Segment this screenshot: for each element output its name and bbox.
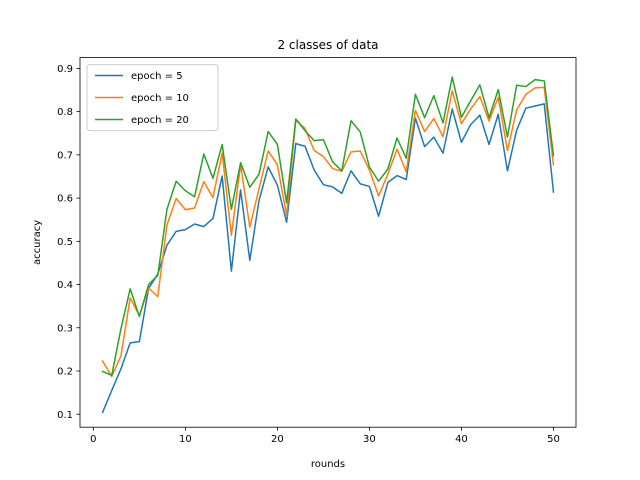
chart-title: 2 classes of data bbox=[277, 38, 378, 52]
legend: epoch = 5 epoch = 10 epoch = 20 bbox=[86, 64, 219, 132]
series-line-2 bbox=[101, 86, 555, 378]
x-axis-label: rounds bbox=[311, 459, 345, 470]
series-line-1 bbox=[101, 103, 555, 414]
y-tick-label: 0.1 bbox=[57, 410, 73, 421]
x-axis-ticks: 0 10 20 30 40 50 bbox=[90, 427, 560, 445]
legend-box bbox=[86, 64, 219, 132]
axes-frame bbox=[79, 57, 577, 428]
legend-label-1: epoch = 5 bbox=[131, 71, 183, 82]
x-tick-label: 50 bbox=[547, 434, 560, 445]
series-line-3 bbox=[101, 76, 555, 377]
y-tick-label: 0.4 bbox=[57, 280, 73, 291]
y-tick-label: 0.6 bbox=[57, 194, 73, 205]
x-tick-label: 0 bbox=[90, 434, 96, 445]
legend-label-2: epoch = 10 bbox=[131, 93, 189, 104]
series-layer bbox=[101, 76, 555, 414]
x-tick-label: 10 bbox=[179, 434, 192, 445]
y-tick-label: 0.8 bbox=[57, 107, 73, 118]
y-tick-label: 0.3 bbox=[57, 323, 73, 334]
y-axis-ticks: 0.1 0.2 0.3 0.4 0.5 0.6 0.7 0.8 0.9 bbox=[57, 64, 80, 421]
x-tick-label: 40 bbox=[455, 434, 468, 445]
y-axis-label: accuracy bbox=[32, 220, 43, 265]
x-tick-label: 30 bbox=[363, 434, 376, 445]
y-tick-label: 0.9 bbox=[57, 64, 73, 75]
y-tick-label: 0.2 bbox=[57, 367, 73, 378]
legend-label-3: epoch = 20 bbox=[131, 115, 189, 126]
y-tick-label: 0.7 bbox=[57, 150, 73, 161]
x-tick-label: 20 bbox=[271, 434, 284, 445]
y-tick-label: 0.5 bbox=[57, 237, 73, 248]
